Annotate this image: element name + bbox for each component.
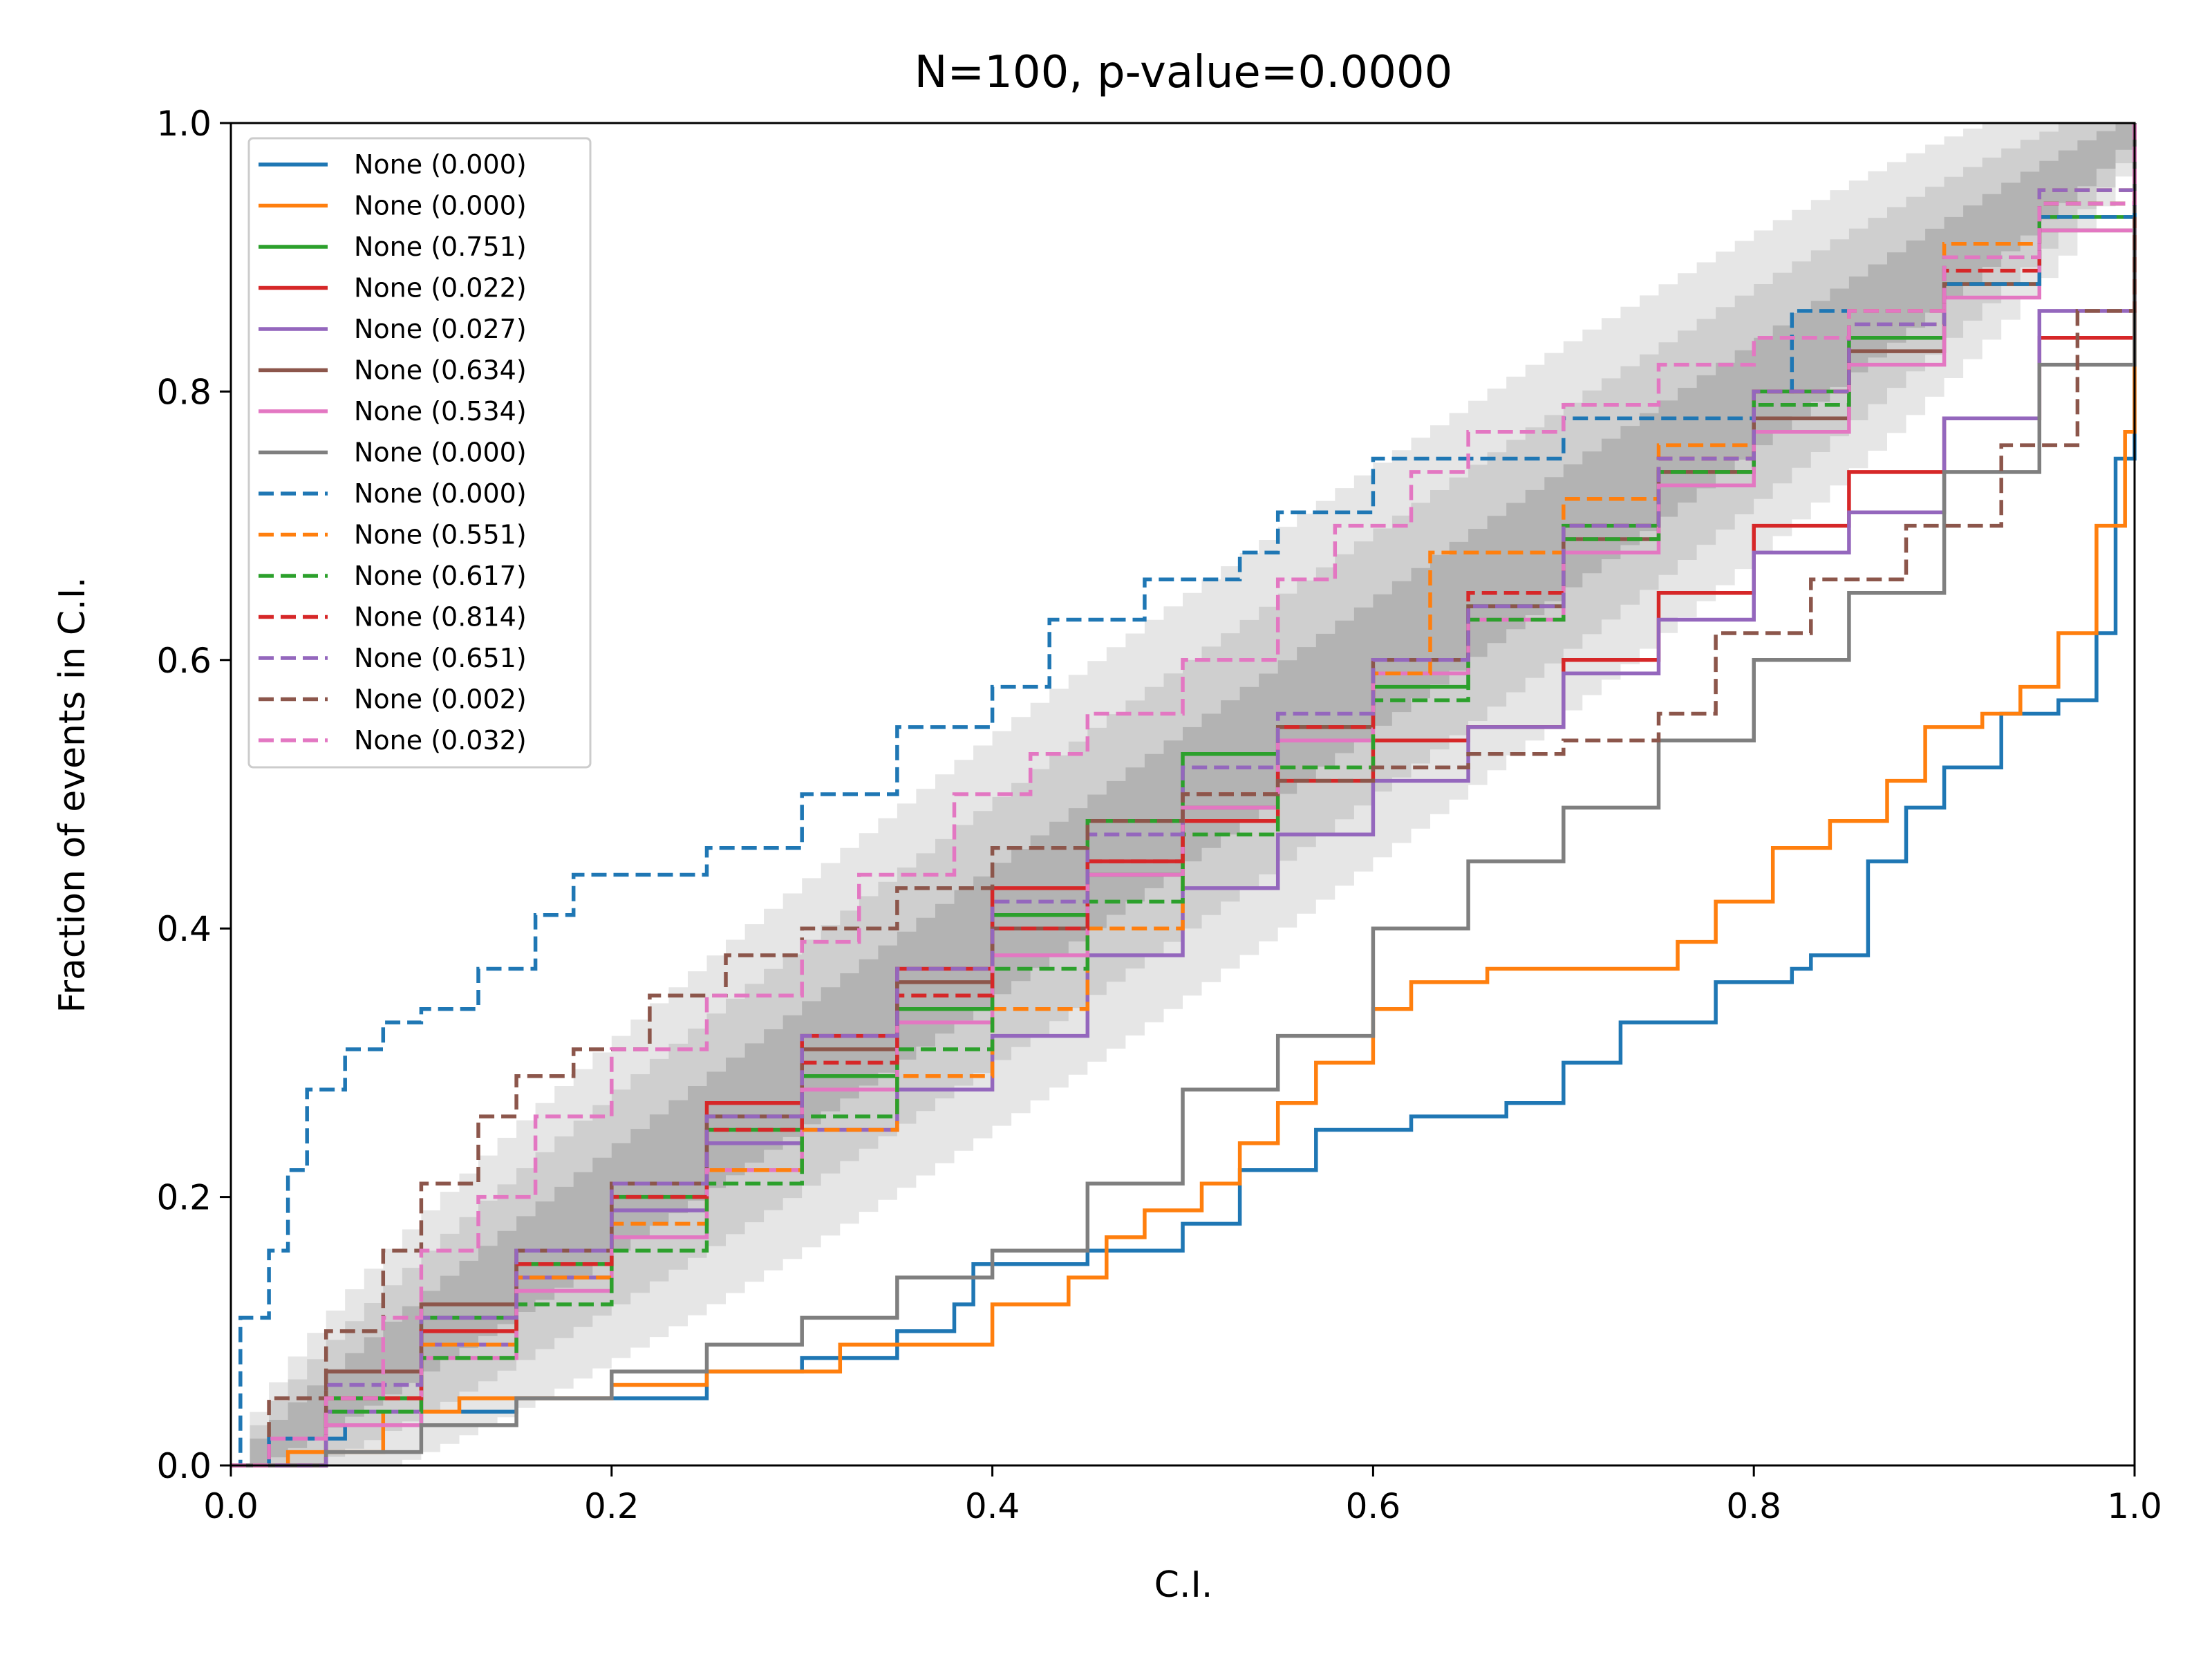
y-axis-label: Fraction of events in C.I. [52, 577, 93, 1013]
series-line-1 [231, 310, 2137, 1468]
legend-entry-label: None (0.814) [354, 602, 527, 632]
legend-entry-label: None (0.751) [354, 232, 527, 262]
y-tick-label: 0.2 [156, 1178, 212, 1218]
legend-box [247, 137, 592, 769]
series-line-14 [231, 216, 2137, 1468]
x-tick-label: 1.0 [2107, 1486, 2162, 1526]
legend: None (0.000) None (0.000) None (0.751) None… [247, 137, 592, 769]
x-axis-label: C.I. [1154, 1564, 1213, 1606]
legend-entry-label: None (0.534) [354, 396, 527, 427]
legend-entry-label: None (0.551) [354, 520, 527, 550]
x-tick-label: 0.2 [584, 1486, 639, 1526]
legend-entry-label: None (0.000) [354, 478, 527, 509]
series-line-13 [231, 123, 2137, 1468]
y-tick-label: 0.8 [156, 372, 212, 412]
legend-entry-label: None (0.000) [354, 191, 527, 221]
y-tick-label: 0.6 [156, 641, 212, 681]
legend-entry-label: None (0.000) [354, 438, 527, 468]
legend-entry-label: None (0.617) [354, 561, 527, 591]
x-tick-label: 0.4 [965, 1486, 1020, 1526]
legend-entry-label: None (0.032) [354, 725, 527, 756]
series-line-9 [231, 123, 2137, 1468]
plot-frame [229, 122, 2136, 1467]
x-tick-label: 0.0 [203, 1486, 259, 1526]
y-tick-label: 0.4 [156, 909, 212, 949]
legend-entry-label: None (0.000) [354, 149, 527, 180]
y-axis-ticks: 0.0 0.2 0.4 0.6 0.8 1.0 [156, 104, 231, 1486]
x-tick-label: 0.6 [1346, 1486, 1401, 1526]
x-tick-label: 0.8 [1726, 1486, 1781, 1526]
series-line-7 [231, 123, 2137, 1468]
series-line-15 [231, 123, 2137, 1468]
y-tick-label: 0.0 [156, 1446, 212, 1486]
legend-entry-label: None (0.022) [354, 273, 527, 303]
x-axis-ticks: 0.0 0.2 0.4 0.6 0.8 1.0 [203, 1465, 2162, 1526]
series-lines [231, 123, 2137, 1468]
legend-entry-label: None (0.651) [354, 643, 527, 673]
chart-title: N=100, p-value=0.0000 [915, 47, 1453, 98]
legend-entry-label: None (0.002) [354, 684, 527, 715]
legend-entry-label: None (0.027) [354, 314, 527, 344]
legend-entry-label: None (0.634) [354, 355, 527, 386]
y-tick-label: 1.0 [156, 104, 212, 144]
series-line-8 [231, 123, 2137, 1468]
